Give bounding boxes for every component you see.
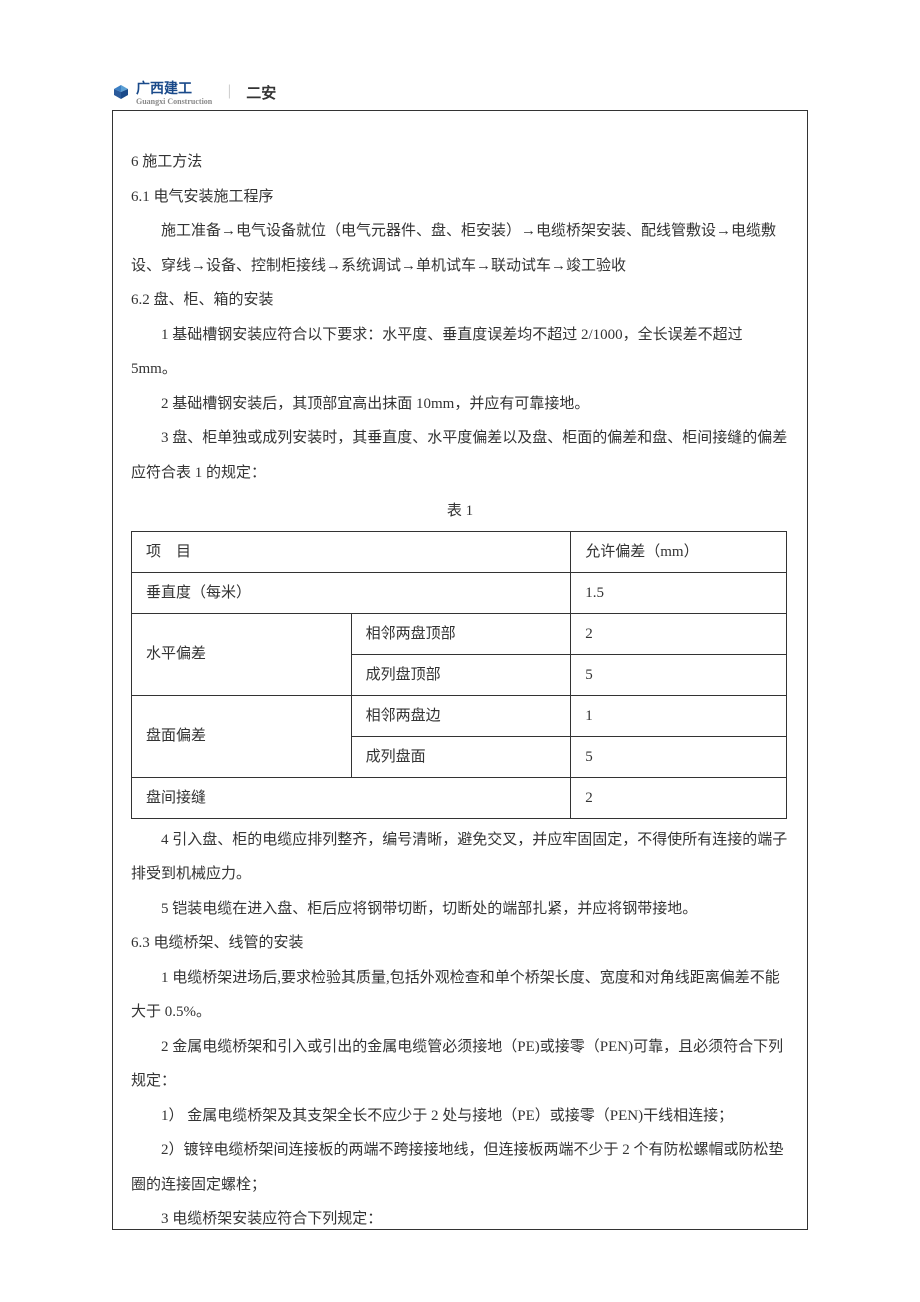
table-cell: 2 [571, 613, 787, 654]
table-header-tolerance: 允许偏差（mm） [571, 531, 787, 572]
company-logo-icon [112, 83, 130, 101]
table-cell: 1.5 [571, 572, 787, 613]
table-cell: 成列盘顶部 [351, 654, 571, 695]
heading-6: 6 施工方法 [131, 145, 789, 180]
header-logo: 广西建工 Guangxi Construction ｜ 二安 [112, 78, 276, 106]
table-row: 盘间接缝 2 [132, 777, 787, 818]
para-6-2-3: 3 盘、柜单独或成列安装时，其垂直度、水平度偏差以及盘、柜面的偏差和盘、柜间接缝… [131, 421, 789, 490]
table-cell: 垂直度（每米） [132, 572, 571, 613]
table-cell: 相邻两盘顶部 [351, 613, 571, 654]
logo-text-group: 广西建工 Guangxi Construction [136, 78, 212, 106]
document-content: 6 施工方法 6.1 电气安装施工程序 施工准备→电气设备就位（电气元器件、盘、… [131, 145, 789, 1237]
heading-6-1: 6.1 电气安装施工程序 [131, 180, 789, 215]
table-row: 盘面偏差 相邻两盘边 1 [132, 695, 787, 736]
table-cell: 5 [571, 654, 787, 695]
para-6-2-5: 5 铠装电缆在进入盘、柜后应将钢带切断，切断处的端部扎紧，并应将钢带接地。 [131, 892, 789, 927]
table-cell: 相邻两盘边 [351, 695, 571, 736]
para-6-2-4: 4 引入盘、柜的电缆应排列整齐，编号清晰，避免交叉，并应牢固固定，不得使所有连接… [131, 823, 789, 892]
table-cell: 盘间接缝 [132, 777, 571, 818]
table-row: 垂直度（每米） 1.5 [132, 572, 787, 613]
table-cell: 1 [571, 695, 787, 736]
table-cell: 2 [571, 777, 787, 818]
para-6-1-1: 施工准备→电气设备就位（电气元器件、盘、柜安装）→电缆桥架安装、配线管敷设→电缆… [131, 214, 789, 283]
logo-suffix: 二安 [246, 82, 276, 103]
table-cell: 成列盘面 [351, 736, 571, 777]
heading-6-3: 6.3 电缆桥架、线管的安装 [131, 926, 789, 961]
heading-6-2: 6.2 盘、柜、箱的安装 [131, 283, 789, 318]
para-6-3-2-2: 2）镀锌电缆桥架间连接板的两端不跨接接地线，但连接板两端不少于 2 个有防松螺帽… [131, 1133, 789, 1202]
logo-company-en: Guangxi Construction [136, 98, 212, 106]
table-cell: 水平偏差 [132, 613, 352, 695]
para-6-3-3: 3 电缆桥架安装应符合下列规定： [131, 1202, 789, 1237]
logo-company-name: 广西建工 [136, 82, 192, 97]
para-6-3-2: 2 金属电缆桥架和引入或引出的金属电缆管必须接地（PE)或接零（PEN)可靠，且… [131, 1030, 789, 1099]
table-header-item: 项 目 [132, 531, 571, 572]
page-frame: 6 施工方法 6.1 电气安装施工程序 施工准备→电气设备就位（电气元器件、盘、… [112, 110, 808, 1230]
para-6-3-1: 1 电缆桥架进场后,要求检验其质量,包括外观检查和单个桥架长度、宽度和对角线距离… [131, 961, 789, 1030]
table-cell: 盘面偏差 [132, 695, 352, 777]
logo-divider: ｜ [222, 82, 236, 102]
para-6-2-1: 1 基础槽钢安装应符合以下要求：水平度、垂直度误差均不超过 2/1000，全长误… [131, 318, 789, 387]
table-row: 水平偏差 相邻两盘顶部 2 [132, 613, 787, 654]
table-cell: 5 [571, 736, 787, 777]
para-6-3-2-1: 1） 金属电缆桥架及其支架全长不应少于 2 处与接地（PE）或接零（PEN)干线… [131, 1099, 789, 1134]
table-row: 项 目 允许偏差（mm） [132, 531, 787, 572]
table-1-caption: 表 1 [131, 494, 789, 529]
table-1: 项 目 允许偏差（mm） 垂直度（每米） 1.5 水平偏差 相邻两盘顶部 2 成… [131, 531, 787, 819]
para-6-2-2: 2 基础槽钢安装后，其顶部宜高出抹面 10mm，并应有可靠接地。 [131, 387, 789, 422]
